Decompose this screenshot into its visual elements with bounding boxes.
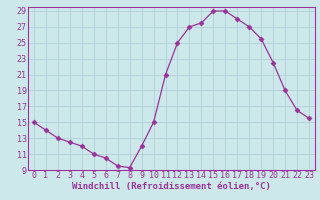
X-axis label: Windchill (Refroidissement éolien,°C): Windchill (Refroidissement éolien,°C) (72, 182, 271, 191)
